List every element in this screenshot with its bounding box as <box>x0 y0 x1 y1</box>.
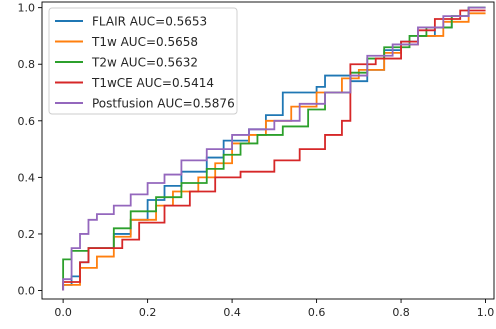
y-tick-label: 0.4 <box>18 171 36 184</box>
series-line-3 <box>62 9 486 291</box>
y-tick-label: 0.2 <box>18 228 36 241</box>
y-tick-label: 0.0 <box>18 285 36 298</box>
legend-frame <box>48 7 238 115</box>
series-layer <box>62 6 486 291</box>
legend-label-3: T1wCE AUC=0.5414 <box>91 76 214 90</box>
x-tick-label: 0.2 <box>139 306 157 319</box>
x-tick-label: 0.6 <box>308 306 326 319</box>
x-axis: 0.0 0.2 0.4 0.6 0.8 1.0 <box>54 299 494 319</box>
x-tick-label: 0.8 <box>392 306 410 319</box>
y-axis: 0.0 0.2 0.4 0.6 0.8 1.0 <box>18 2 42 298</box>
axes-frame <box>41 1 495 300</box>
legend-label-0: FLAIR AUC=0.5653 <box>92 15 207 29</box>
legend-items: FLAIR AUC=0.5653 T1w AUC=0.5658 T2w AUC=0.… <box>55 15 235 111</box>
x-tick-label: 0.4 <box>223 306 241 319</box>
y-tick-label: 0.8 <box>18 58 36 71</box>
legend-label-1: T1w AUC=0.5658 <box>91 35 198 49</box>
legend-label-2: T2w AUC=0.5632 <box>91 56 198 70</box>
y-tick-label: 1.0 <box>18 2 36 15</box>
legend-label-4: Postfusion AUC=0.5876 <box>92 97 235 111</box>
series-line-2 <box>62 6 486 291</box>
legend: FLAIR AUC=0.5653 T1w AUC=0.5658 T2w AUC=0.… <box>48 7 238 115</box>
x-tick-label: 1.0 <box>477 306 495 319</box>
series-line-4 <box>62 6 486 291</box>
x-tick-label: 0.0 <box>54 306 72 319</box>
y-tick-label: 0.6 <box>18 115 36 128</box>
